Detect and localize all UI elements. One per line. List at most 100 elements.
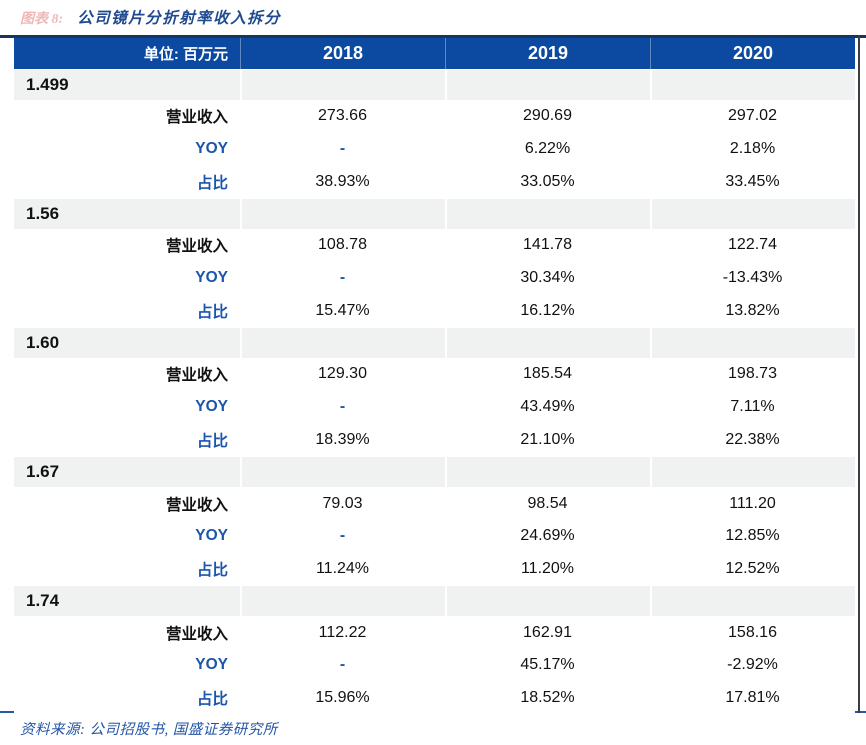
row-label-share: 占比 <box>196 432 228 450</box>
row-label-yoy: YOY <box>195 269 228 287</box>
table-section: 1.499 营业收入 273.66 290.69 297.02 YOY - 6.… <box>14 70 855 199</box>
table-section: 1.67 营业收入 79.03 98.54 111.20 YOY - 24.69… <box>14 457 855 586</box>
yoy-value: -13.43% <box>722 269 783 287</box>
category-cell <box>445 328 650 359</box>
revenue-row: 营业收入 129.30 185.54 198.73 <box>14 358 855 391</box>
yoy-value: - <box>339 140 346 158</box>
share-row: 占比 18.39% 21.10% 22.38% <box>14 423 855 457</box>
table-header-row: 单位: 百万元 2018 2019 2020 <box>14 38 855 69</box>
category-cell <box>445 70 650 100</box>
revenue-value: 185.54 <box>523 365 572 383</box>
revenue-row: 营业收入 79.03 98.54 111.20 <box>14 487 855 520</box>
table-section: 1.74 营业收入 112.22 162.91 158.16 YOY - 45.… <box>14 586 855 715</box>
revenue-value: 129.30 <box>318 365 367 383</box>
revenue-value: 297.02 <box>728 107 777 125</box>
revenue-row: 营业收入 108.78 141.78 122.74 <box>14 229 855 262</box>
revenue-value: 79.03 <box>322 494 363 512</box>
row-label-yoy: YOY <box>195 140 228 158</box>
yoy-value: 6.22% <box>524 140 571 158</box>
category-cell <box>240 199 445 230</box>
row-label-share: 占比 <box>196 303 228 321</box>
row-label-share: 占比 <box>196 561 228 579</box>
yoy-value: - <box>339 527 346 545</box>
share-row: 占比 11.24% 11.20% 12.52% <box>14 552 855 586</box>
share-value: 17.81% <box>725 688 780 706</box>
figure-title: 图表 8: 公司镜片分折射率收入拆分 <box>20 6 281 28</box>
category-row: 1.56 <box>14 199 855 230</box>
yoy-value: 24.69% <box>520 527 575 545</box>
yoy-row: YOY - 6.22% 2.18% <box>14 132 855 166</box>
row-label-share: 占比 <box>196 690 228 708</box>
yoy-row: YOY - 43.49% 7.11% <box>14 390 855 424</box>
revenue-row: 营业收入 112.22 162.91 158.16 <box>14 616 855 649</box>
share-value: 38.93% <box>315 172 370 190</box>
row-label-revenue: 营业收入 <box>165 496 228 514</box>
row-label-revenue: 营业收入 <box>165 367 228 385</box>
share-value: 22.38% <box>725 430 780 448</box>
revenue-value: 158.16 <box>728 623 777 641</box>
yoy-value: 43.49% <box>520 398 575 416</box>
yoy-value: -2.92% <box>727 656 778 674</box>
revenue-value: 162.91 <box>523 623 572 641</box>
year-header-2020: 2020 <box>650 38 855 69</box>
yoy-value: 30.34% <box>520 269 575 287</box>
share-value: 21.10% <box>520 430 575 448</box>
yoy-value: 2.18% <box>729 140 776 158</box>
revenue-value: 122.74 <box>728 236 777 254</box>
table-section: 1.60 营业收入 129.30 185.54 198.73 YOY - 43.… <box>14 328 855 457</box>
category-cell <box>445 586 650 617</box>
row-label-yoy: YOY <box>195 656 228 674</box>
category-cell <box>650 457 855 488</box>
table-right-border <box>858 35 860 713</box>
row-label-yoy: YOY <box>195 398 228 416</box>
revenue-row: 营业收入 273.66 290.69 297.02 <box>14 100 855 133</box>
category-cell <box>650 328 855 359</box>
revenue-breakdown-table: 单位: 百万元 2018 2019 2020 1.499 营业收入 273.66… <box>14 38 855 715</box>
year-header-2018: 2018 <box>240 38 445 69</box>
yoy-row: YOY - 45.17% -2.92% <box>14 648 855 682</box>
category-row: 1.67 <box>14 457 855 488</box>
unit-header: 单位: 百万元 <box>143 46 228 63</box>
category-cell <box>650 199 855 230</box>
revenue-value: 111.20 <box>729 494 776 512</box>
category-label: 1.56 <box>14 199 240 230</box>
figure-number-label: 图表 8: <box>20 12 64 27</box>
figure-title-text: 公司镜片分折射率收入拆分 <box>77 10 282 27</box>
share-value: 13.82% <box>725 301 780 319</box>
data-source-note: 资料来源: 公司招股书, 国盛证券研究所 <box>20 722 278 738</box>
revenue-value: 290.69 <box>523 107 572 125</box>
row-label-yoy: YOY <box>195 527 228 545</box>
row-label-revenue: 营业收入 <box>165 625 228 643</box>
share-row: 占比 15.96% 18.52% 17.81% <box>14 681 855 715</box>
category-cell <box>445 457 650 488</box>
row-label-share: 占比 <box>196 174 228 192</box>
share-value: 11.24% <box>315 559 370 577</box>
share-value: 11.20% <box>520 559 575 577</box>
revenue-value: 112.22 <box>318 623 367 641</box>
share-row: 占比 38.93% 33.05% 33.45% <box>14 165 855 199</box>
category-label: 1.67 <box>14 457 240 488</box>
revenue-value: 198.73 <box>728 365 777 383</box>
category-row: 1.74 <box>14 586 855 617</box>
share-value: 33.45% <box>725 172 780 190</box>
category-row: 1.499 <box>14 70 855 100</box>
category-cell <box>240 328 445 359</box>
yoy-value: 7.11% <box>730 398 775 416</box>
row-label-revenue: 营业收入 <box>165 238 228 256</box>
yoy-value: - <box>339 398 346 416</box>
yoy-value: - <box>339 656 346 674</box>
share-value: 16.12% <box>520 301 575 319</box>
category-label: 1.499 <box>14 70 240 100</box>
category-cell <box>240 586 445 617</box>
year-header-2019: 2019 <box>445 38 650 69</box>
yoy-row: YOY - 30.34% -13.43% <box>14 261 855 295</box>
share-row: 占比 15.47% 16.12% 13.82% <box>14 294 855 328</box>
row-label-revenue: 营业收入 <box>165 109 228 127</box>
revenue-value: 98.54 <box>527 494 568 512</box>
share-value: 15.47% <box>315 301 370 319</box>
yoy-value: 12.85% <box>725 527 780 545</box>
table-top-rule <box>0 35 866 38</box>
yoy-value: - <box>339 269 346 287</box>
share-value: 15.96% <box>315 688 370 706</box>
share-value: 18.52% <box>520 688 575 706</box>
